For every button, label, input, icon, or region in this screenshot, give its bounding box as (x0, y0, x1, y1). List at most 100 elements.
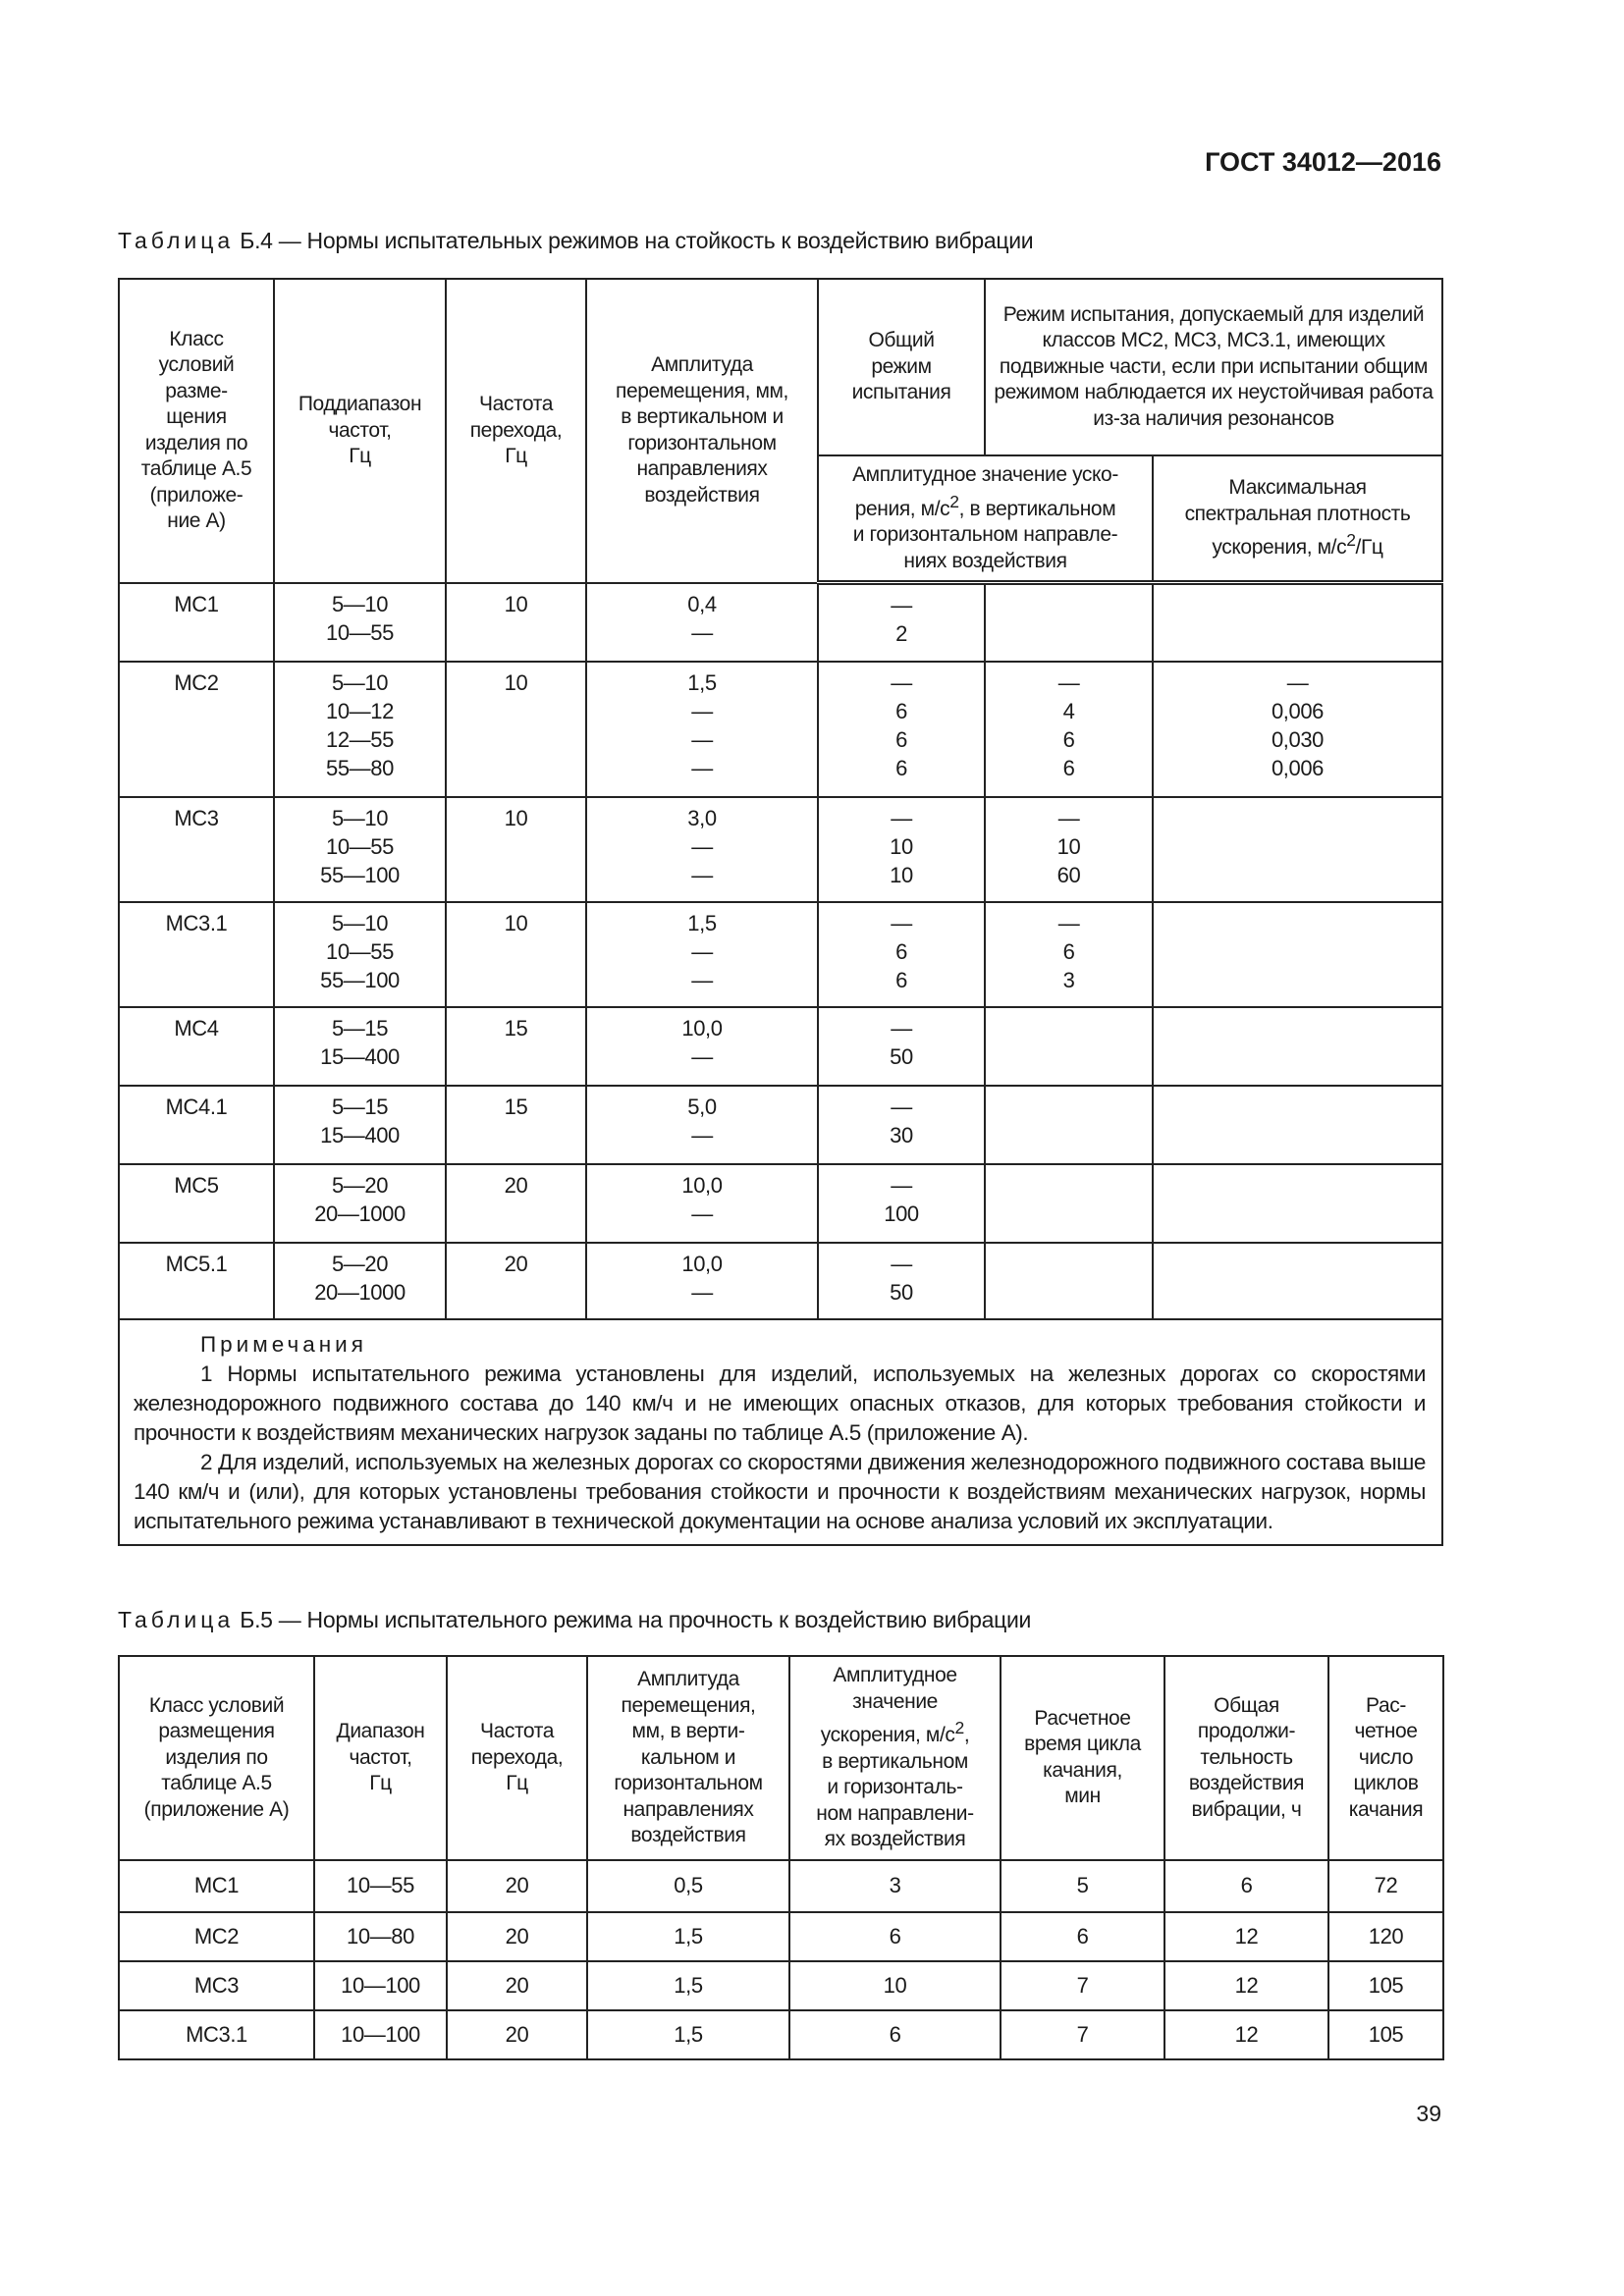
cell: 10 (788, 1959, 1001, 2011)
header-range: Диапазон частот, Гц (313, 1655, 448, 1861)
header-amplitude: Амплитуда перемещения, мм, в верти- каль… (586, 1655, 790, 1861)
cell-cls: МС5.1 (118, 1241, 275, 1320)
cell: 105 (1327, 2008, 1444, 2060)
cell-cls: МС1 (118, 581, 275, 663)
cell-amp: 10,0 — (585, 1241, 819, 1320)
cell: 7 (1000, 2008, 1165, 2060)
text: /Гц (1355, 536, 1383, 560)
cell-amp: 0,4 — (585, 581, 819, 663)
header-class: Класс условий разме- щения изделия по та… (118, 278, 275, 584)
cell-cls: МС3.1 (118, 900, 275, 1008)
cell-psd (1152, 1005, 1443, 1087)
table-row: МС2 5—10 10—12 12—55 55—80 10 1,5 — — — — 6 … (118, 660, 1443, 798)
cell-trans: 15 (445, 1005, 587, 1087)
cell-gen: — 30 (817, 1084, 986, 1165)
cell-amp: 5,0 — (585, 1084, 819, 1165)
note-2: 2 Для изделий, используемых на железных … (134, 1449, 1426, 1533)
cell-cls: МС5 (118, 1162, 275, 1244)
cell: 20 (446, 1959, 588, 2011)
header-allowed: Режим испытания, допускаемый для изделий… (984, 278, 1443, 456)
cell-acc (984, 581, 1154, 663)
cell-psd (1152, 900, 1443, 1008)
text: , в вертикальном и горизонтальном направ… (852, 497, 1118, 572)
table-b4-caption: Таблица Б.4 — Нормы испытательных режимо… (118, 228, 1034, 254)
cell: 7 (1000, 1959, 1165, 2011)
header-class: Класс условий размещения изделия по табл… (118, 1655, 315, 1861)
cell-trans: 10 (445, 795, 587, 903)
cell: 6 (1164, 1858, 1329, 1913)
cell: 1,5 (586, 2008, 790, 2060)
table-notes: Примечания 1 Нормы испытательного режима… (118, 1317, 1443, 1546)
header-acceleration: Амплитудное значение уско- рения, м/с2, … (817, 454, 1154, 585)
cell-amp: 1,5 — — (585, 900, 819, 1008)
cell: 12 (1164, 1910, 1329, 1962)
cell: 1,5 (586, 1910, 790, 1962)
cell: 105 (1327, 1959, 1444, 2011)
caption-word: Таблица (118, 228, 235, 253)
cell-trans: 10 (445, 660, 587, 798)
cell: 12 (1164, 2008, 1329, 2060)
header-cycles: Рас- четное число циклов качания (1327, 1655, 1444, 1861)
cell-amp: 10,0 — (585, 1162, 819, 1244)
cell: 5 (1000, 1858, 1165, 1913)
cell-amp: 3,0 — — (585, 795, 819, 903)
cell: МС1 (118, 1858, 315, 1913)
sup: 2 (954, 1718, 964, 1737)
cell-gen: — 50 (817, 1005, 986, 1087)
caption-text: Б.4 — Нормы испытательных режимов на сто… (234, 228, 1034, 253)
text: Максимальная спектральная плотность уско… (1184, 476, 1411, 560)
cell: 6 (788, 2008, 1001, 2060)
cell-trans: 10 (445, 581, 587, 663)
cell-amp: 1,5 — — — (585, 660, 819, 798)
table-row: МС1 10—55 20 0,5 3 5 6 72 (118, 1858, 1444, 1913)
cell: 10—80 (313, 1910, 448, 1962)
note-1: 1 Нормы испытательного режима установлен… (134, 1361, 1426, 1445)
cell-acc (984, 1162, 1154, 1244)
table-row: МС4 5—15 15—400 15 10,0 — — 50 (118, 1005, 1443, 1087)
cell-trans: 20 (445, 1162, 587, 1244)
cell: 1,5 (586, 1959, 790, 2011)
cell-range: 5—15 15—400 (273, 1005, 447, 1087)
cell-psd: — 0,006 0,030 0,006 (1152, 660, 1443, 798)
table-row: МС4.1 5—15 15—400 15 5,0 — — 30 (118, 1084, 1443, 1165)
cell-psd (1152, 1084, 1443, 1165)
cell-gen: — 6 6 6 (817, 660, 986, 798)
table-b5-caption: Таблица Б.5 — Нормы испытательного режим… (118, 1607, 1031, 1633)
cell: 72 (1327, 1858, 1444, 1913)
cell-psd (1152, 1241, 1443, 1320)
cell: 12 (1164, 1959, 1329, 2011)
table-b5: Класс условий размещения изделия по табл… (118, 1655, 1444, 2060)
page-number: 39 (1416, 2101, 1441, 2126)
cell-trans: 10 (445, 900, 587, 1008)
sup: 2 (949, 491, 959, 511)
cell: 20 (446, 1910, 588, 1962)
text: , в вертикальном и горизонталь- ном напр… (816, 1724, 974, 1850)
document-code: ГОСТ 34012—2016 (1205, 147, 1441, 177)
cell: 0,5 (586, 1858, 790, 1913)
table-row: МС3 5—10 10—55 55—100 10 3,0 — — — 10 10— 10… (118, 795, 1443, 903)
cell-gen: — 100 (817, 1162, 986, 1244)
cell: МС3 (118, 1959, 315, 2011)
cell: 10—55 (313, 1858, 448, 1913)
table-b4: Класс условий разме- щения изделия по та… (118, 278, 1443, 1546)
cell-psd (1152, 795, 1443, 903)
header-subrange: Поддиапазон частот, Гц (273, 278, 447, 584)
cell-trans: 20 (445, 1241, 587, 1320)
caption-text: Б.5 — Нормы испытательного режима на про… (234, 1607, 1032, 1632)
header-acceleration: Амплитудное значение ускорения, м/с2, в … (788, 1655, 1001, 1861)
header-transition: Частота перехода, Гц (445, 278, 587, 584)
cell: 10—100 (313, 1959, 448, 2011)
cell-cls: МС2 (118, 660, 275, 798)
cell: 3 (788, 1858, 1001, 1913)
cell-acc: — 10 60 (984, 795, 1154, 903)
cell-range: 5—10 10—55 55—100 (273, 900, 447, 1008)
cell-range: 5—10 10—12 12—55 55—80 (273, 660, 447, 798)
cell-range: 5—20 20—1000 (273, 1162, 447, 1244)
header-general: Общий режим испытания (817, 278, 986, 456)
cell-gen: — 6 6 (817, 900, 986, 1008)
cell-acc (984, 1084, 1154, 1165)
table-row: МС3 10—100 20 1,5 10 7 12 105 (118, 1959, 1444, 2011)
header-amplitude: Амплитуда перемещения, мм, в вертикально… (585, 278, 819, 584)
cell-range: 5—15 15—400 (273, 1084, 447, 1165)
cell: 10—100 (313, 2008, 448, 2060)
